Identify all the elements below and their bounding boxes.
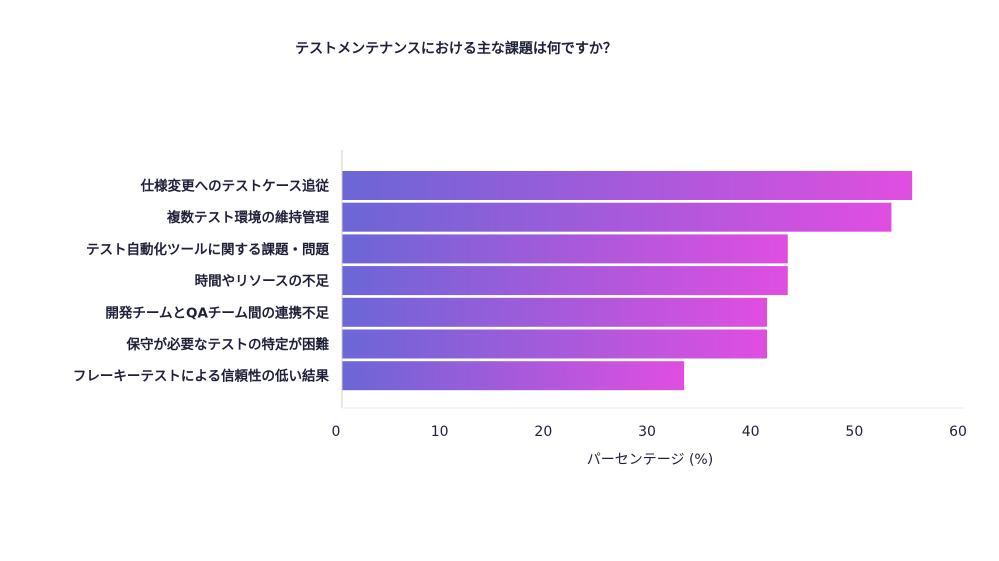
category-label-4: 時間やリソースの不足 [195,273,330,290]
x-tick-label-40: 40 [742,424,760,440]
bar-7 [342,361,685,391]
x-tick-labels-group: 0 10 20 30 40 50 60 [332,424,967,440]
chart-title: テストメンテナンスにおける主な課題は何ですか？ [295,40,617,57]
x-tick-label-0: 0 [332,424,341,440]
category-label-2: 複数テスト環境の維持管理 [166,209,329,226]
category-label-6: 保守が必要なテストの特定が困難 [126,336,330,353]
x-tick-label-50: 50 [845,424,863,440]
category-labels-group: 仕様変更へのテストケース追従複数テスト環境の維持管理テスト自動化ツールに関する課… [73,178,330,385]
bar-5 [342,297,768,327]
category-label-3: テスト自動化ツールに関する課題・問題 [86,241,329,258]
bar-6 [342,329,768,359]
bars-group [342,171,913,391]
x-tick-label-60: 60 [949,424,967,440]
x-tick-label-20: 20 [534,424,552,440]
bar-1 [342,171,913,200]
bar-2 [342,202,892,232]
bar-3 [342,234,788,264]
x-axis-title: パーセンテージ (%) [587,452,713,468]
category-label-7: フレーキーテストによる信頼性の低い結果 [73,368,330,385]
category-label-1: 仕様変更へのテストケース追従 [140,178,330,195]
category-label-5: 開発チームとQAチーム間の連携不足 [105,304,329,321]
x-tick-label-10: 10 [431,424,449,440]
x-tick-label-30: 30 [638,424,656,440]
bar-4 [342,266,788,296]
